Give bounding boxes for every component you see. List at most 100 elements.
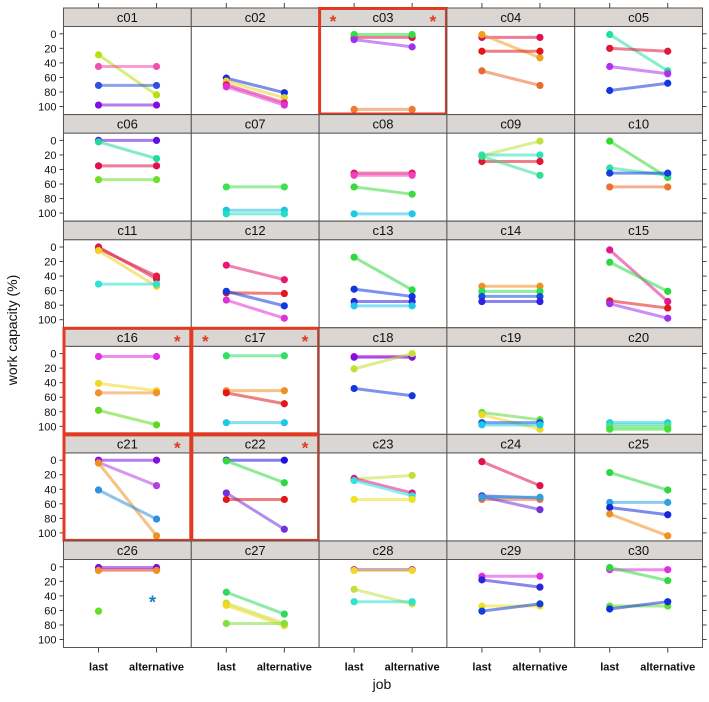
point-last-c16-3	[94, 406, 103, 414]
point-last-c13-3	[350, 302, 358, 310]
series-line-c23-2	[353, 479, 413, 498]
point-alternative-c22-0	[280, 456, 288, 464]
point-alternative-c02-1	[280, 94, 288, 102]
series-line-c16-3	[98, 408, 157, 427]
series-line-c21-1	[97, 460, 158, 488]
point-alternative-c24-0	[536, 482, 544, 490]
series-line-c27-1	[225, 601, 285, 625]
point-alternative-c09-0	[536, 137, 544, 145]
panel-plot-area	[63, 26, 192, 115]
point-last-c23-2	[350, 476, 358, 485]
series-line-c18-2	[353, 352, 413, 371]
panel-title-c26: c26	[117, 543, 138, 558]
series-line-c27-0	[225, 590, 285, 616]
star-marker-left: *	[330, 12, 337, 31]
series-line-c21-3	[97, 488, 158, 521]
point-last-c08-2	[350, 183, 358, 191]
point-alternative-c09-2	[536, 157, 544, 166]
point-alternative-c14-0	[536, 282, 544, 290]
y-tick-label: 40	[44, 591, 56, 603]
y-tick-label: 0	[50, 242, 56, 254]
y-tick-label: 100	[38, 208, 56, 220]
point-last-c30-1	[606, 563, 614, 572]
series-line-c05-1	[609, 46, 668, 53]
point-alternative-c18-2	[408, 350, 416, 358]
panel-strip	[574, 220, 704, 241]
point-alternative-c03-2	[408, 43, 416, 51]
series-line-c05-0	[608, 33, 669, 73]
point-last-c01-0	[94, 51, 103, 59]
panel-plot-area	[446, 239, 576, 329]
series-line-c15-2	[609, 299, 668, 310]
point-alternative-c29-0	[536, 572, 544, 580]
series-line-c22-1	[225, 459, 285, 485]
panel-plot-area	[446, 132, 576, 222]
point-last-c05-2	[606, 62, 614, 71]
star-marker-right: *	[302, 438, 309, 457]
panel-plot-area	[318, 26, 448, 115]
y-tick-label: 0	[50, 349, 56, 361]
point-alternative-c17-2	[280, 400, 288, 408]
point-last-c05-1	[606, 44, 614, 52]
point-alternative-c25-2	[664, 511, 672, 519]
y-tick-label: 0	[50, 29, 56, 41]
point-alternative-c05-3	[664, 79, 672, 87]
y-tick-label: 60	[44, 392, 56, 404]
panel-title-c18: c18	[373, 330, 394, 345]
point-alternative-c11-3	[152, 280, 161, 288]
y-tick-label: 20	[44, 470, 56, 482]
point-alternative-c15-1	[664, 287, 672, 295]
panel-title-c28: c28	[373, 543, 394, 558]
series-line-c05-3	[609, 81, 668, 92]
point-last-c22-3	[222, 495, 230, 504]
point-alternative-c21-1	[152, 482, 161, 490]
panel-title-c10: c10	[628, 117, 649, 132]
missing-marker-asterisk: *	[149, 593, 156, 613]
point-last-c10-1	[606, 164, 614, 172]
series-line-c25-0	[609, 471, 669, 492]
point-alternative-c11-1	[152, 272, 161, 280]
point-last-c21-2	[94, 459, 103, 467]
series-line-c29-3	[481, 602, 541, 613]
point-last-c16-0	[94, 352, 103, 361]
point-last-c10-0	[606, 137, 614, 145]
point-alternative-c10-2	[664, 169, 672, 177]
y-tick-label: 80	[44, 300, 56, 312]
point-last-c05-3	[606, 86, 614, 95]
series-line-c01-0	[97, 53, 158, 97]
point-last-c29-2	[478, 602, 486, 610]
series-line-c24-0	[481, 460, 541, 488]
point-alternative-c30-3	[664, 598, 672, 606]
series-line-c16-1	[98, 381, 157, 393]
point-last-c05-0	[606, 30, 614, 39]
point-alternative-c25-3	[664, 532, 672, 540]
point-alternative-c22-1	[280, 479, 288, 487]
point-last-c10-3	[606, 183, 614, 191]
panel-title-c27: c27	[245, 543, 266, 558]
point-last-c28-3	[350, 598, 358, 606]
y-tick-label: 20	[44, 43, 56, 55]
panel-plot-area	[446, 559, 576, 648]
point-last-c07-2	[222, 210, 230, 218]
x-tick-label-alternative: alternative	[257, 662, 312, 674]
point-last-c06-1	[94, 138, 103, 146]
panel-title-c08: c08	[373, 117, 394, 132]
panel-plot-area	[574, 345, 704, 435]
x-tick-label-alternative: alternative	[129, 662, 184, 674]
point-last-c15-3	[606, 300, 614, 308]
point-alternative-c25-0	[664, 486, 672, 494]
point-alternative-c04-0	[536, 33, 544, 42]
point-last-c19-3	[478, 421, 486, 429]
point-alternative-c19-3	[536, 421, 544, 429]
series-line-c19-0	[481, 410, 541, 422]
point-alternative-c22-2	[280, 525, 288, 533]
y-tick-label: 60	[44, 72, 56, 84]
y-tick-label: 40	[44, 271, 56, 283]
series-line-c12-0	[225, 263, 285, 282]
point-last-c27-3	[222, 619, 230, 628]
point-alternative-c06-1	[152, 154, 161, 163]
star-marker-right: *	[174, 438, 181, 457]
point-last-c01-1	[94, 62, 103, 71]
panel-title-c21: c21	[117, 436, 138, 451]
